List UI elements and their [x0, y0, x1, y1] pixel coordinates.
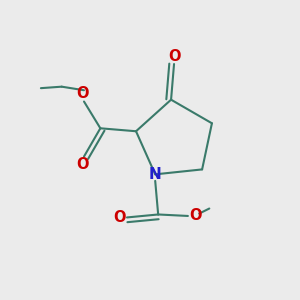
- Text: N: N: [149, 167, 162, 182]
- Text: O: O: [113, 210, 126, 225]
- Text: O: O: [76, 157, 89, 172]
- Text: O: O: [189, 208, 202, 224]
- Text: O: O: [76, 86, 89, 101]
- Text: O: O: [168, 49, 180, 64]
